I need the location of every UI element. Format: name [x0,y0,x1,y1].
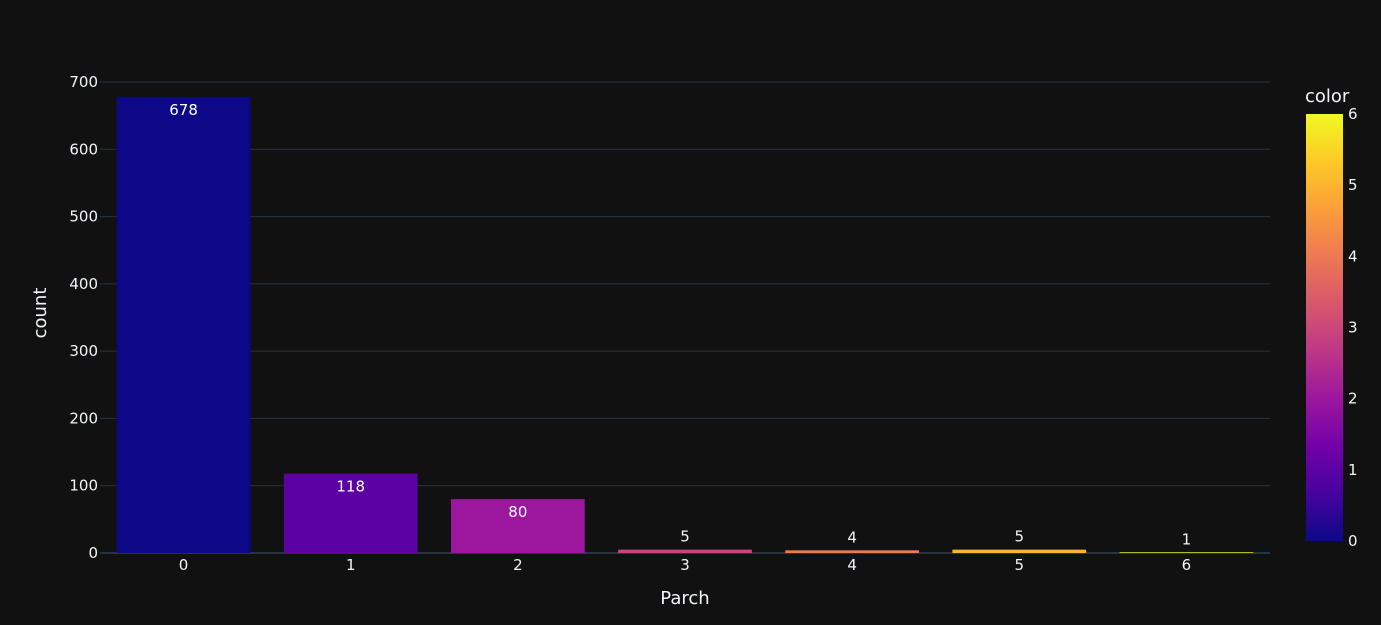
y-tick-label: 100 [69,477,98,495]
x-tick-label: 6 [1182,556,1192,574]
bar-value-label: 80 [508,503,527,521]
bar [451,499,585,553]
y-axis-ticks: 0 100 200 300 400 500 600 700 [69,73,98,562]
bar [952,549,1087,553]
y-tick-label: 300 [69,342,98,360]
bar-value-label: 678 [169,101,198,119]
bar-value-label: 1 [1182,530,1192,548]
colorbar-tick-label: 6 [1348,105,1358,123]
x-axis-ticks: 0 1 2 3 4 5 6 [179,556,1191,574]
x-axis-title: Parch [660,588,709,609]
x-tick-label: 4 [847,556,857,574]
bar [1119,552,1254,553]
bar [785,550,919,553]
y-axis-title: count [30,288,51,339]
colorbar-tick-label: 3 [1348,319,1358,337]
colorbar-gradient [1306,114,1343,541]
x-tick-label: 3 [680,556,690,574]
bar [283,473,418,553]
bar [618,549,752,553]
bars [116,96,1254,553]
x-tick-label: 2 [513,556,523,574]
x-tick-label: 0 [179,556,189,574]
bar-value-label: 5 [680,528,690,546]
y-tick-label: 0 [88,544,98,562]
colorbar-tick-label: 1 [1348,461,1358,479]
bar [116,96,251,553]
colorbar-ticks: 0 1 2 3 4 5 6 [1348,105,1358,550]
y-tick-label: 400 [69,275,98,293]
x-tick-label: 1 [346,556,356,574]
y-tick-label: 700 [69,73,98,91]
colorbar-tick-label: 0 [1348,532,1358,550]
colorbar-tick-label: 2 [1348,390,1358,408]
colorbar-title: color [1305,86,1350,107]
bar-value-label: 4 [847,528,857,546]
bar-value-labels: 678 118 80 5 4 5 1 [169,101,1191,549]
x-tick-label: 5 [1015,556,1025,574]
colorbar-tick-label: 4 [1348,247,1358,265]
colorbar-tick-label: 5 [1348,176,1358,194]
gridlines [100,81,1270,554]
colorbar: color 0 1 2 3 4 5 6 [1305,86,1358,550]
bar-value-label: 118 [336,478,365,496]
y-tick-label: 200 [69,409,98,427]
y-tick-label: 500 [69,208,98,226]
bar-value-label: 5 [1015,528,1025,546]
y-tick-label: 600 [69,140,98,158]
